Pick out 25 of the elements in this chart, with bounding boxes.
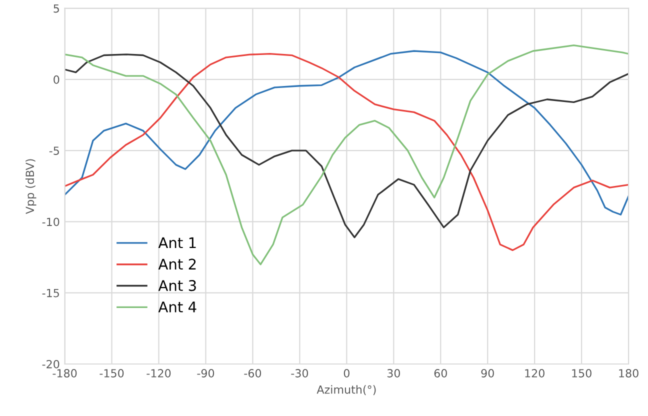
legend-label: Ant 1 [158, 237, 196, 248]
x-tick-label: 90 [481, 369, 494, 378]
x-tick-label: -60 [244, 369, 262, 378]
x-tick-label: -150 [100, 369, 124, 378]
x-tick-label: -90 [197, 369, 214, 378]
y-axis-title: Vpp (dBV) [25, 159, 36, 214]
y-tick-label: -20 [42, 360, 60, 368]
x-tick-label: -30 [291, 369, 308, 378]
y-tick-label: -5 [49, 146, 59, 155]
legend-label: Ant 2 [158, 258, 196, 270]
y-tick-label: -15 [42, 288, 59, 298]
x-tick-label: 180 [619, 369, 638, 378]
x-tick-label: 150 [572, 369, 592, 378]
y-tick-label: -10 [42, 218, 60, 226]
x-tick-label: 0 [344, 369, 350, 378]
x-tick-label: 60 [434, 369, 447, 378]
y-tick-label: 5 [54, 4, 59, 13]
y-tick-label: 0 [54, 75, 60, 84]
legend-label: Ant 4 [158, 302, 196, 312]
legend-label: Ant 3 [158, 280, 196, 292]
x-tick-label: 120 [525, 369, 544, 378]
x-tick-label: 30 [387, 369, 400, 378]
x-tick-label: -120 [146, 369, 171, 378]
x-tick-label: -180 [52, 369, 77, 378]
x-axis-title: Azimuth(°) [316, 385, 376, 396]
